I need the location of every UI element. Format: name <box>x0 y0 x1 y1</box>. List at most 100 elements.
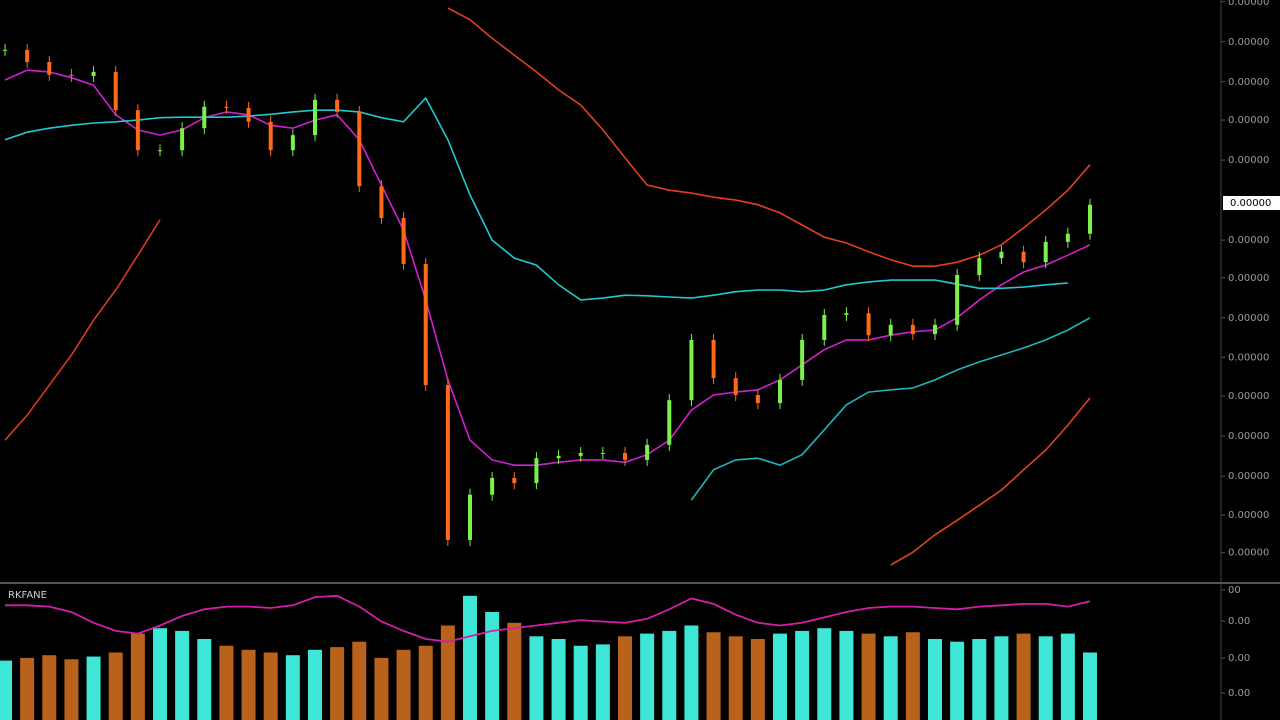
indicator-line <box>890 397 1091 566</box>
volume-bar <box>595 644 610 720</box>
candle <box>25 49 30 63</box>
candle <box>47 62 52 75</box>
candle <box>999 251 1004 259</box>
candle <box>246 107 251 122</box>
volume-bar <box>640 633 655 720</box>
oscillator-line <box>5 594 1091 643</box>
volume-bar <box>285 655 300 720</box>
candle <box>623 452 627 460</box>
volume-bar <box>219 645 234 720</box>
volume-bar <box>440 625 455 720</box>
candle <box>755 394 760 404</box>
panel-label: RKFANE <box>8 590 47 601</box>
volume-bar <box>861 633 876 720</box>
volume-bar <box>773 633 787 720</box>
candle <box>645 444 650 460</box>
volume-bar <box>529 636 544 720</box>
last-price-box <box>1223 196 1280 210</box>
volume-bar <box>618 636 632 720</box>
volume-bar <box>197 639 212 720</box>
volume-bar <box>175 630 190 720</box>
last-price-label: 0.00000 <box>1230 198 1271 209</box>
candle <box>888 324 893 336</box>
volume-bar <box>352 641 367 720</box>
volume-bar <box>1038 636 1053 720</box>
candle <box>1088 204 1092 234</box>
volume-bar <box>0 660 12 720</box>
y-tick-label: 0.00000 <box>1228 510 1269 521</box>
candle <box>822 314 827 340</box>
volume-bar <box>20 657 35 720</box>
y-tick-label: 0.00000 <box>1228 548 1269 559</box>
candle <box>91 71 96 76</box>
candle <box>490 477 495 495</box>
candle <box>335 99 340 112</box>
candle <box>1065 233 1070 242</box>
candle <box>113 71 118 111</box>
candle <box>733 378 738 395</box>
candle <box>800 339 805 380</box>
y-tick-label: 0.00 <box>1228 688 1250 699</box>
volume-bar <box>706 632 721 720</box>
candle <box>69 74 74 76</box>
volume-bar <box>108 652 123 720</box>
volume-bar <box>86 656 101 720</box>
candle <box>778 379 782 404</box>
volume-bar <box>418 645 433 720</box>
volume-bar <box>950 641 965 720</box>
volume-bar <box>883 636 898 720</box>
y-tick-label: 0.00000 <box>1228 37 1269 48</box>
candle <box>689 339 694 401</box>
volume-bar <box>728 636 743 720</box>
y-tick-label: 0.00000 <box>1228 471 1269 482</box>
volume-bar <box>263 652 278 720</box>
candle <box>556 455 561 459</box>
candle <box>202 106 207 129</box>
indicator-line <box>690 317 1091 501</box>
volume-bar <box>130 633 145 720</box>
indicator-line <box>447 7 1091 267</box>
candle <box>224 106 229 108</box>
candle <box>135 110 140 151</box>
candle <box>844 313 849 315</box>
y-tick-label: 0.00000 <box>1228 115 1269 126</box>
volume-bar <box>839 630 854 720</box>
candle <box>423 263 428 386</box>
candle <box>977 258 982 275</box>
y-tick-label: 0.00000 <box>1228 235 1269 246</box>
y-tick-label: 0.00000 <box>1228 77 1269 88</box>
candle <box>866 313 871 336</box>
volume-bar <box>42 655 57 720</box>
candle <box>445 385 450 540</box>
volume-bar <box>153 628 167 720</box>
volume-bar <box>507 622 522 720</box>
candle <box>578 452 583 456</box>
y-tick-label: 0.00000 <box>1228 0 1269 8</box>
y-tick-label: 0.00 <box>1228 616 1250 627</box>
y-tick-label: 0.00000 <box>1228 431 1269 442</box>
candle <box>468 494 472 540</box>
volume-bar <box>64 659 79 720</box>
volume-bar <box>551 639 566 720</box>
y-tick-label: 0.00 <box>1228 653 1250 664</box>
candle <box>290 135 295 151</box>
volume-bar <box>1083 652 1097 720</box>
y-tick-label: 0.00000 <box>1228 391 1269 402</box>
y-tick-label: 0.00000 <box>1228 352 1269 363</box>
y-tick-label: 0.00000 <box>1228 273 1269 284</box>
candle <box>933 324 937 335</box>
volume-bar <box>485 612 500 720</box>
candle <box>3 49 7 51</box>
candle <box>955 274 960 325</box>
volume-bar <box>905 632 920 720</box>
y-tick-label: 00 <box>1228 585 1241 596</box>
volume-bar <box>928 639 942 720</box>
candle <box>534 458 539 484</box>
y-tick-label: 0.00000 <box>1228 155 1269 166</box>
candle <box>1021 251 1026 263</box>
volume-bar <box>396 649 411 720</box>
volume-bar <box>374 657 389 720</box>
volume-bar <box>750 639 765 720</box>
volume-bar <box>573 645 588 720</box>
